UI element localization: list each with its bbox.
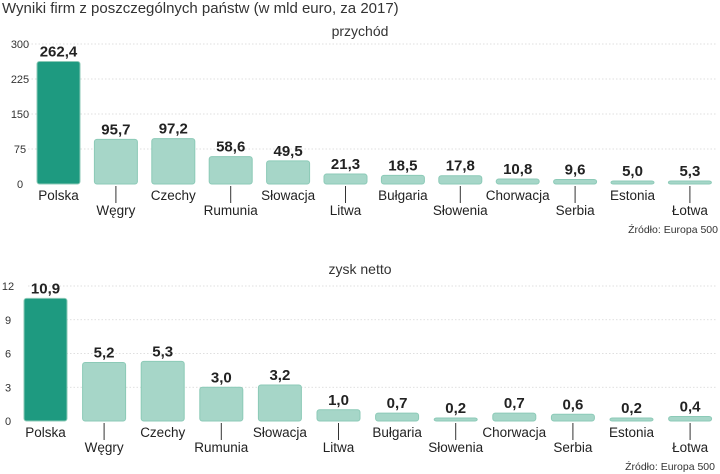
y-tick-label: 0 <box>17 179 23 191</box>
data-label: 3,0 <box>211 369 232 386</box>
category-label: Chorwacja <box>482 425 546 440</box>
category-label: Estonia <box>609 425 655 440</box>
category-label: Serbia <box>553 440 593 455</box>
bar <box>380 174 425 185</box>
bar <box>610 180 655 185</box>
data-label: 95,7 <box>101 121 130 138</box>
data-label: 5,2 <box>94 345 115 362</box>
bar <box>23 297 68 422</box>
category-label: Litwa <box>323 440 355 455</box>
bar <box>609 417 654 422</box>
category-label: Czechy <box>151 188 196 203</box>
chart-subtitle: zysk netto <box>328 261 391 277</box>
chart-subtitle: przychód <box>332 23 389 39</box>
y-tick-label: 75 <box>14 144 26 156</box>
page-title: Wyniki firm z poszczególnych państw (w m… <box>2 0 399 17</box>
y-tick-label: 225 <box>11 74 29 86</box>
category-label: Estonia <box>610 188 656 203</box>
bar <box>151 138 196 185</box>
y-tick-label: 150 <box>11 109 29 121</box>
bar <box>140 360 185 422</box>
bar <box>266 160 311 185</box>
bar <box>492 412 537 422</box>
bar <box>257 384 302 422</box>
y-tick-label: 300 <box>11 39 29 51</box>
category-label: Serbia <box>556 203 596 218</box>
bar <box>495 178 540 185</box>
category-label: Słowenia <box>433 203 488 218</box>
category-label: Rumunia <box>194 440 249 455</box>
data-label: 17,8 <box>446 158 475 175</box>
data-label: 9,6 <box>565 162 586 179</box>
category-label: Chorwacja <box>486 188 550 203</box>
category-label: Czechy <box>140 425 185 440</box>
category-label: Polska <box>38 188 79 203</box>
data-label: 0,2 <box>621 400 642 417</box>
data-label: 3,2 <box>269 367 290 384</box>
bar <box>668 416 713 422</box>
bar <box>93 138 138 185</box>
bar <box>667 180 712 185</box>
data-label: 5,0 <box>622 163 643 180</box>
category-label: Rumunia <box>204 203 259 218</box>
category-label: Bułgaria <box>378 188 428 203</box>
data-label: 1,0 <box>328 392 349 409</box>
bar <box>82 362 127 422</box>
data-label: 18,5 <box>388 157 417 174</box>
category-label: Litwa <box>330 203 362 218</box>
category-label: Łotwa <box>672 203 709 218</box>
bar <box>208 156 253 185</box>
data-label: 10,8 <box>503 161 532 178</box>
data-label: 10,9 <box>31 280 60 297</box>
source-note: Źródło: Europa 500 <box>625 460 715 473</box>
category-label: Łotwa <box>672 440 709 455</box>
bar <box>550 413 595 422</box>
y-tick-label: 9 <box>5 315 11 327</box>
data-label: 49,5 <box>273 143 302 160</box>
bar <box>433 417 478 422</box>
data-label: 0,4 <box>680 399 702 416</box>
data-label: 0,7 <box>387 395 408 412</box>
bar <box>553 179 598 185</box>
data-label: 97,2 <box>159 121 188 138</box>
category-label: Węgry <box>85 440 124 455</box>
data-label: 0,2 <box>445 400 466 417</box>
category-label: Słowenia <box>428 440 483 455</box>
source-note: Źródło: Europa 500 <box>628 223 718 236</box>
bar <box>438 175 483 185</box>
bar <box>199 386 244 422</box>
data-label: 5,3 <box>679 163 700 180</box>
bar <box>323 173 368 185</box>
data-label: 0,7 <box>504 395 525 412</box>
data-label: 58,6 <box>216 139 245 156</box>
y-tick-label: 12 <box>2 281 14 293</box>
data-label: 0,6 <box>562 396 583 413</box>
bar <box>375 412 420 422</box>
bar <box>36 61 81 185</box>
category-label: Węgry <box>96 203 135 218</box>
y-tick-label: 0 <box>5 416 11 428</box>
data-label: 262,4 <box>40 44 78 61</box>
data-label: 5,3 <box>152 343 173 360</box>
category-label: Bułgaria <box>372 425 422 440</box>
y-tick-label: 3 <box>5 382 11 394</box>
data-label: 21,3 <box>331 156 360 173</box>
category-label: Słowacja <box>261 188 316 203</box>
bar <box>316 409 361 422</box>
category-label: Polska <box>25 425 66 440</box>
y-tick-label: 6 <box>5 349 11 361</box>
category-label: Słowacja <box>253 425 308 440</box>
